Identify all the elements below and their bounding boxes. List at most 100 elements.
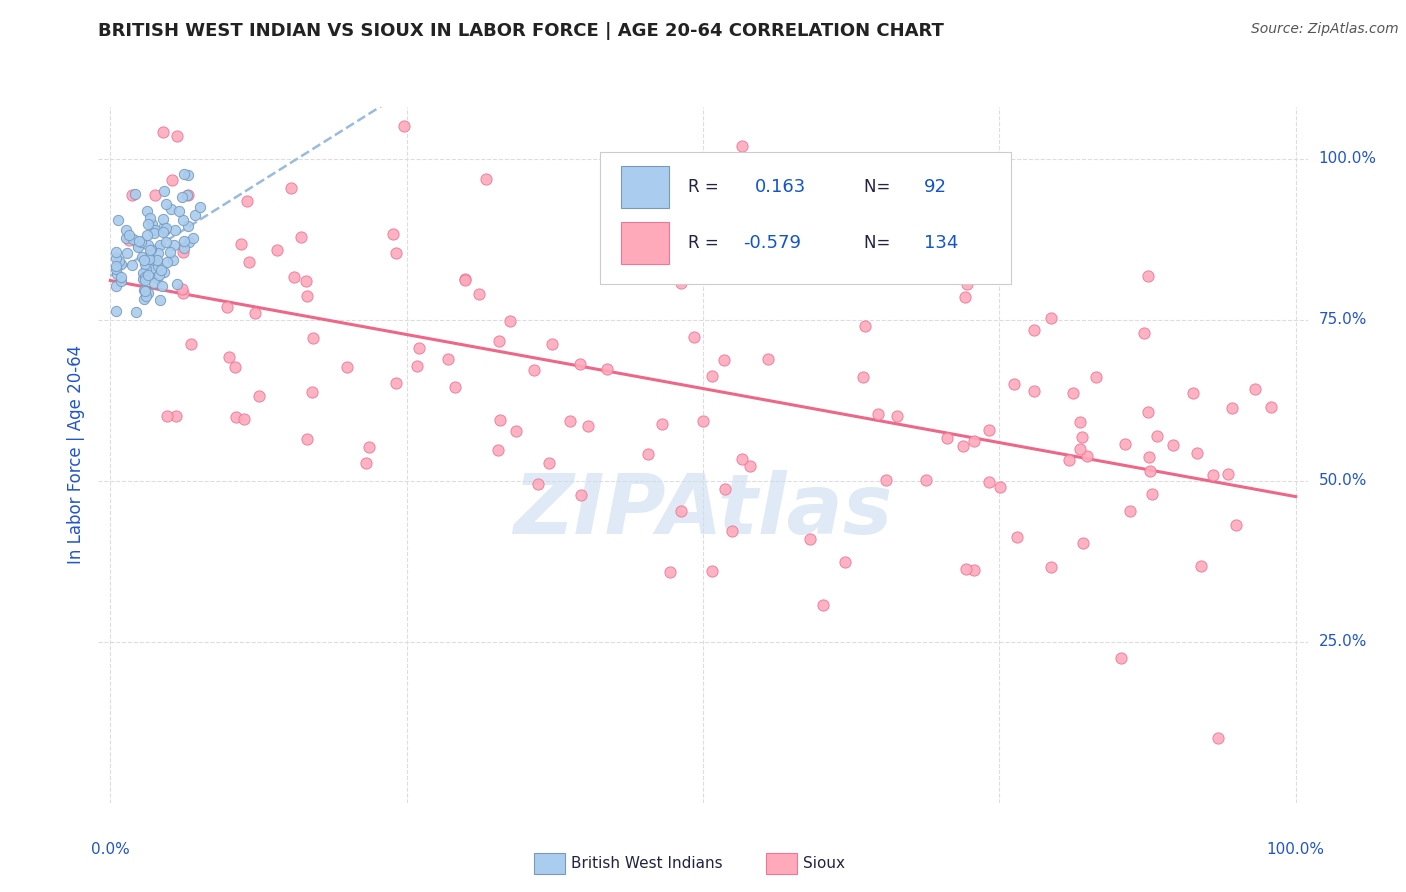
Point bbox=[180, 337, 202, 351]
Point bbox=[1069, 416, 1091, 430]
Point bbox=[526, 477, 548, 491]
Point bbox=[1070, 430, 1092, 444]
Point bbox=[384, 246, 406, 260]
Point bbox=[172, 213, 194, 227]
Point bbox=[139, 243, 162, 257]
Point bbox=[166, 129, 188, 144]
Point bbox=[125, 234, 148, 248]
Point bbox=[595, 362, 617, 376]
Point bbox=[225, 410, 247, 425]
Point bbox=[731, 139, 754, 153]
Point bbox=[165, 409, 187, 423]
Point bbox=[173, 235, 195, 249]
Point bbox=[110, 269, 132, 284]
Text: 92: 92 bbox=[924, 178, 948, 196]
Point bbox=[499, 314, 522, 328]
Text: 0.0%: 0.0% bbox=[91, 842, 129, 856]
Point bbox=[132, 292, 155, 306]
Point bbox=[266, 243, 288, 257]
Point bbox=[135, 289, 157, 303]
Point bbox=[1206, 731, 1229, 746]
Point bbox=[141, 260, 163, 275]
Point bbox=[735, 262, 758, 277]
Point bbox=[1189, 558, 1212, 573]
Text: British West Indians: British West Indians bbox=[571, 856, 723, 871]
Point bbox=[408, 342, 430, 356]
Point bbox=[132, 272, 155, 286]
Point bbox=[468, 287, 491, 301]
Point bbox=[1040, 310, 1063, 325]
Point bbox=[1181, 385, 1204, 400]
Point bbox=[184, 208, 207, 222]
Point bbox=[172, 286, 194, 301]
Point bbox=[659, 565, 682, 579]
Point bbox=[1244, 383, 1267, 397]
Point bbox=[1140, 486, 1163, 500]
Point bbox=[444, 380, 467, 394]
Point bbox=[136, 217, 159, 231]
Text: R =: R = bbox=[689, 178, 724, 196]
Point bbox=[152, 211, 174, 226]
Point bbox=[115, 230, 138, 244]
Point bbox=[149, 237, 172, 252]
Point bbox=[359, 440, 381, 454]
Point bbox=[1137, 450, 1160, 464]
Point bbox=[868, 408, 890, 422]
Point bbox=[537, 457, 560, 471]
Point bbox=[149, 293, 172, 307]
Point bbox=[138, 211, 160, 226]
Point bbox=[153, 265, 176, 279]
Point bbox=[156, 255, 179, 269]
Point bbox=[169, 204, 191, 219]
Point bbox=[1040, 560, 1063, 574]
Text: Source: ZipAtlas.com: Source: ZipAtlas.com bbox=[1251, 22, 1399, 37]
Point bbox=[127, 239, 149, 253]
Point bbox=[121, 259, 143, 273]
Point bbox=[105, 260, 128, 274]
Point bbox=[115, 246, 138, 260]
Point bbox=[155, 221, 177, 235]
Point bbox=[392, 120, 415, 134]
Point bbox=[637, 447, 659, 461]
Point bbox=[143, 253, 166, 268]
Point bbox=[188, 200, 211, 214]
Point bbox=[155, 197, 177, 211]
Point bbox=[1022, 384, 1045, 398]
Point bbox=[1146, 429, 1168, 443]
Point bbox=[505, 424, 527, 438]
Point bbox=[177, 219, 200, 233]
Point bbox=[301, 384, 323, 399]
Point bbox=[852, 370, 875, 384]
Point bbox=[156, 409, 179, 424]
Point bbox=[105, 244, 128, 259]
Point bbox=[152, 125, 174, 139]
Point bbox=[177, 169, 200, 183]
Point bbox=[756, 352, 779, 367]
Point bbox=[914, 473, 936, 487]
Point bbox=[799, 533, 821, 547]
Point bbox=[1111, 650, 1133, 665]
Text: N=: N= bbox=[863, 178, 896, 196]
Text: 100.0%: 100.0% bbox=[1319, 151, 1376, 166]
Point bbox=[132, 252, 155, 267]
Point bbox=[136, 285, 159, 300]
Point bbox=[124, 187, 146, 202]
Point bbox=[354, 456, 377, 470]
Point bbox=[488, 334, 510, 349]
Point bbox=[155, 235, 177, 250]
Point bbox=[1260, 400, 1282, 414]
Point bbox=[290, 229, 312, 244]
Y-axis label: In Labor Force | Age 20-64: In Labor Force | Age 20-64 bbox=[66, 345, 84, 565]
Point bbox=[682, 330, 704, 344]
Point bbox=[148, 268, 170, 283]
Point bbox=[132, 283, 155, 297]
Point bbox=[127, 240, 149, 254]
Point bbox=[1057, 452, 1080, 467]
Point bbox=[179, 235, 201, 249]
Point bbox=[146, 271, 169, 285]
Point bbox=[523, 363, 546, 377]
Point bbox=[146, 246, 169, 260]
Point bbox=[110, 274, 132, 288]
Point bbox=[1084, 370, 1107, 384]
Point bbox=[651, 417, 673, 431]
